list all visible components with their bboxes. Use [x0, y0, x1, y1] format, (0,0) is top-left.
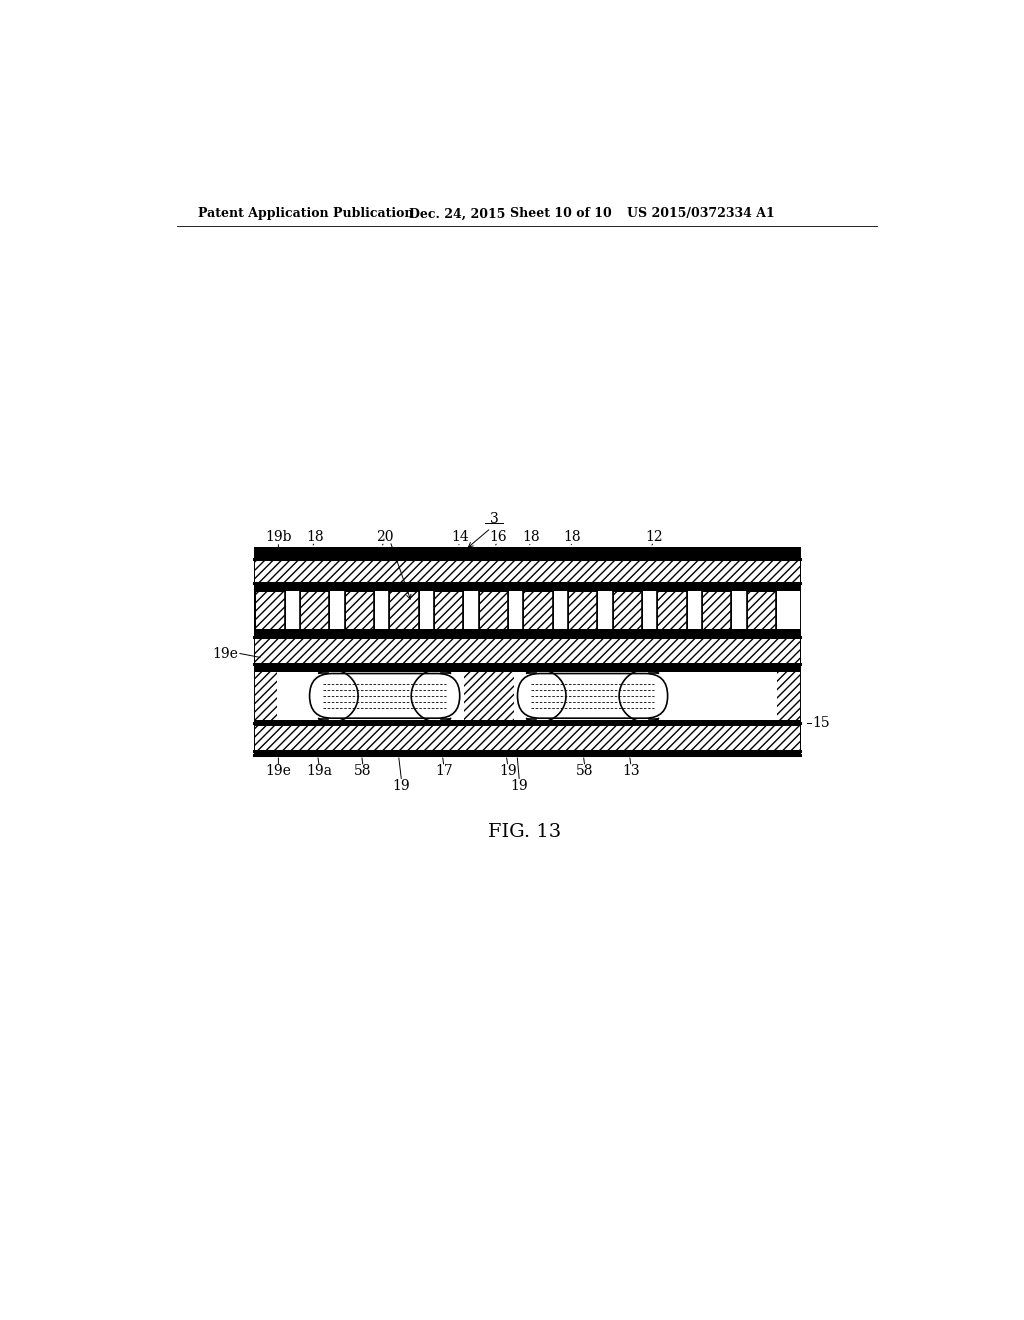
Text: 19: 19 — [499, 763, 517, 777]
Bar — [254, 548, 801, 558]
Bar — [254, 719, 801, 723]
Bar — [254, 672, 276, 719]
Text: 19: 19 — [393, 779, 411, 793]
Bar — [657, 591, 686, 628]
Bar — [777, 672, 801, 719]
Text: 3: 3 — [489, 512, 499, 525]
Bar — [254, 672, 801, 719]
Text: FIG. 13: FIG. 13 — [488, 824, 561, 841]
Bar — [254, 723, 801, 725]
Text: 18: 18 — [564, 531, 582, 544]
Text: 15: 15 — [812, 715, 829, 730]
Bar — [389, 591, 419, 628]
FancyBboxPatch shape — [517, 673, 668, 718]
Text: Dec. 24, 2015: Dec. 24, 2015 — [410, 207, 506, 220]
Bar — [345, 591, 374, 628]
Bar — [254, 751, 801, 755]
Bar — [254, 636, 801, 664]
Text: 58: 58 — [577, 763, 594, 777]
Text: 19: 19 — [511, 779, 528, 793]
Bar — [254, 632, 801, 636]
Bar — [254, 669, 801, 672]
Bar — [254, 628, 801, 632]
Text: 17: 17 — [435, 763, 453, 777]
Bar — [254, 725, 801, 751]
Bar — [568, 591, 597, 628]
Text: 14: 14 — [452, 531, 469, 544]
Text: Patent Application Publication: Patent Application Publication — [199, 207, 414, 220]
Text: 19b: 19b — [265, 531, 292, 544]
Bar — [254, 583, 801, 589]
Text: 19e: 19e — [265, 763, 292, 777]
Bar — [523, 591, 553, 628]
Bar — [300, 591, 330, 628]
Bar — [701, 591, 731, 628]
Text: 18: 18 — [522, 531, 540, 544]
Bar — [254, 558, 801, 583]
Bar — [254, 589, 801, 591]
Text: 13: 13 — [623, 763, 640, 777]
Bar — [255, 591, 285, 628]
Bar — [612, 591, 642, 628]
Text: 16: 16 — [489, 531, 507, 544]
Text: 58: 58 — [354, 763, 372, 777]
Bar — [464, 672, 514, 719]
Text: 19a: 19a — [306, 763, 332, 777]
Text: US 2015/0372334 A1: US 2015/0372334 A1 — [628, 207, 775, 220]
Text: 19c: 19c — [431, 690, 457, 705]
Bar — [478, 591, 508, 628]
Text: 20: 20 — [376, 531, 393, 544]
Bar — [254, 591, 801, 628]
Text: 19e: 19e — [213, 647, 239, 660]
Text: Sheet 10 of 10: Sheet 10 of 10 — [510, 207, 612, 220]
Text: 2: 2 — [536, 686, 545, 701]
FancyBboxPatch shape — [309, 673, 460, 718]
Bar — [434, 591, 463, 628]
Text: 12: 12 — [645, 531, 663, 544]
Bar — [746, 591, 776, 628]
Text: 18: 18 — [306, 531, 325, 544]
Bar — [254, 664, 801, 669]
